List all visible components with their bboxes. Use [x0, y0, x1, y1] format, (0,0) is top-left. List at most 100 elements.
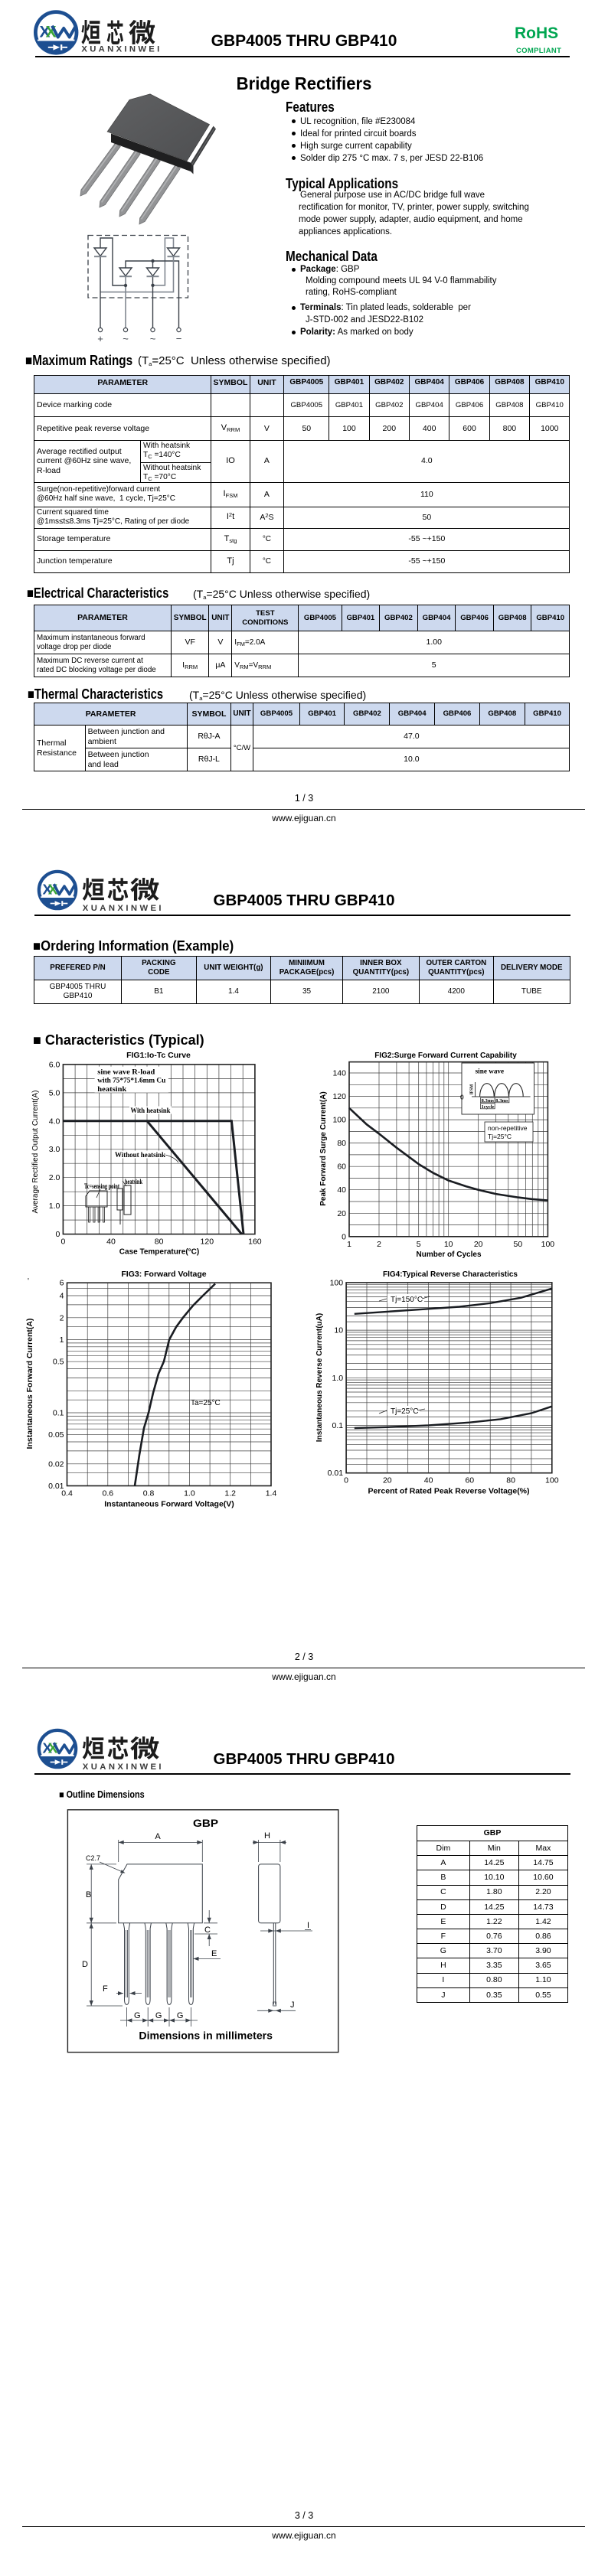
svg-text:10: 10: [444, 1240, 453, 1249]
svg-text:100: 100: [330, 1278, 344, 1287]
svg-text:10: 10: [334, 1326, 343, 1335]
svg-text:heatsink: heatsink: [97, 1086, 127, 1094]
svg-text:E: E: [211, 1949, 217, 1958]
svg-text:with 75*75*1.6mm Cu: with 75*75*1.6mm Cu: [97, 1078, 166, 1085]
svg-text:1.0: 1.0: [184, 1489, 195, 1498]
svg-text:non-repetitive: non-repetitive: [488, 1124, 528, 1132]
svg-text:Tj=25°C: Tj=25°C: [391, 1407, 419, 1416]
svg-text:C: C: [204, 1925, 211, 1935]
svg-text:0.01: 0.01: [48, 1482, 64, 1491]
svg-text:Without heatsink: Without heatsink: [115, 1152, 166, 1159]
svg-text:With heatsink: With heatsink: [131, 1107, 172, 1115]
svg-text:H: H: [264, 1831, 270, 1841]
svg-text:Percent of Rated Peak Reverse: Percent of Rated Peak Reverse Voltage(%): [368, 1487, 529, 1496]
svg-text:1: 1: [60, 1335, 64, 1345]
svg-text:40: 40: [337, 1185, 346, 1195]
svg-text:−: −: [176, 333, 182, 344]
svg-text:60: 60: [465, 1476, 474, 1485]
svg-text:~: ~: [150, 333, 156, 344]
svg-text:Ta=25°C: Ta=25°C: [191, 1399, 221, 1407]
svg-text:0.05: 0.05: [48, 1430, 64, 1440]
svg-text:G: G: [155, 2011, 162, 2020]
svg-text:0.1: 0.1: [332, 1421, 343, 1430]
svg-text:160: 160: [248, 1237, 262, 1247]
svg-text:80: 80: [337, 1139, 346, 1148]
svg-text:Peak Forward Surge Current(A): Peak Forward Surge Current(A): [319, 1091, 328, 1205]
svg-text:C2.7: C2.7: [86, 1854, 100, 1862]
svg-text:8.3ms: 8.3ms: [482, 1098, 495, 1104]
svg-text:Tj=25°C: Tj=25°C: [488, 1133, 512, 1140]
svg-text:1.4: 1.4: [266, 1489, 277, 1498]
svg-text:120: 120: [201, 1237, 214, 1247]
svg-text:Average Rectified Output Curre: Average Rectified Output Current(A): [31, 1090, 40, 1213]
svg-text:6: 6: [60, 1279, 64, 1288]
svg-text:Instantaneous Forward Voltage(: Instantaneous Forward Voltage(V): [104, 1500, 234, 1509]
svg-text:100: 100: [332, 1116, 346, 1125]
svg-text:1.2: 1.2: [224, 1489, 236, 1498]
svg-text:': ': [28, 1277, 29, 1286]
svg-text:XUANXINWEI: XUANXINWEI: [83, 904, 164, 913]
svg-text:0: 0: [342, 1232, 346, 1241]
svg-text:0: 0: [344, 1476, 348, 1485]
svg-text:140: 140: [332, 1069, 346, 1078]
svg-text:I: I: [307, 1921, 309, 1930]
svg-text:2: 2: [377, 1240, 381, 1249]
svg-text:Tj=150°C: Tj=150°C: [391, 1296, 423, 1304]
svg-text:GBP: GBP: [193, 1818, 218, 1829]
svg-text:4.0: 4.0: [49, 1117, 60, 1126]
svg-text:60: 60: [337, 1162, 346, 1172]
svg-text:0.01: 0.01: [328, 1469, 344, 1478]
svg-text:2: 2: [60, 1313, 64, 1322]
svg-text:5.0: 5.0: [49, 1088, 60, 1097]
svg-text:Case Temperature(°C): Case Temperature(°C): [119, 1248, 199, 1257]
svg-text:~: ~: [123, 333, 129, 344]
svg-text:Instantaneous Forward Current(: Instantaneous Forward Current(A): [25, 1319, 34, 1449]
svg-text:3.0: 3.0: [49, 1145, 60, 1154]
svg-text:40: 40: [106, 1237, 116, 1247]
svg-text:20: 20: [383, 1476, 392, 1485]
svg-text:100: 100: [545, 1476, 559, 1485]
svg-text:0: 0: [60, 1237, 65, 1247]
svg-text:4: 4: [60, 1292, 64, 1301]
svg-text:XUANXINWEI: XUANXINWEI: [81, 45, 162, 54]
svg-text:1.0: 1.0: [49, 1202, 60, 1211]
svg-text:Number of Cycles: Number of Cycles: [416, 1251, 481, 1259]
svg-text:FIG2:Surge Forward Current Cap: FIG2:Surge Forward Current Capability: [374, 1052, 517, 1060]
svg-text:1: 1: [347, 1240, 351, 1249]
svg-text:X: X: [42, 1740, 52, 1756]
svg-text:IFSM: IFSM: [470, 1084, 475, 1094]
svg-text:0.02: 0.02: [48, 1459, 64, 1469]
svg-text:0.8: 0.8: [143, 1489, 155, 1498]
svg-text:FIG3: Forward Voltage: FIG3: Forward Voltage: [121, 1270, 206, 1279]
svg-text:XUANXINWEI: XUANXINWEI: [83, 1762, 164, 1772]
svg-text:Instantaneous Reverse Current(: Instantaneous Reverse Current(uA): [315, 1313, 324, 1442]
svg-text:+: +: [97, 333, 103, 344]
svg-text:FIG1:Io-Tc Curve: FIG1:Io-Tc Curve: [126, 1051, 191, 1060]
svg-text:1.0: 1.0: [332, 1374, 343, 1383]
svg-text:1cycle: 1cycle: [482, 1104, 495, 1110]
svg-text:Dimensions in millimeters: Dimensions in millimeters: [139, 2030, 273, 2042]
svg-text:J: J: [290, 2000, 295, 2010]
svg-text:8.3ms: 8.3ms: [495, 1098, 508, 1104]
svg-text:0.5: 0.5: [53, 1358, 64, 1367]
svg-text:6.0: 6.0: [49, 1060, 60, 1069]
svg-text:120: 120: [332, 1092, 346, 1101]
svg-text:0.6: 0.6: [102, 1489, 113, 1498]
svg-text:X: X: [39, 24, 50, 41]
svg-text:0.1: 0.1: [53, 1409, 64, 1418]
svg-text:heatsink: heatsink: [125, 1179, 142, 1186]
svg-text:sine wave R-load: sine wave R-load: [97, 1069, 155, 1077]
svg-text:20: 20: [337, 1209, 346, 1218]
svg-text:X: X: [42, 882, 52, 898]
svg-text:50: 50: [514, 1240, 523, 1249]
svg-text:80: 80: [155, 1237, 164, 1247]
svg-text:D: D: [82, 1960, 88, 1969]
svg-text:G: G: [134, 2011, 141, 2020]
svg-text:40: 40: [424, 1476, 433, 1485]
svg-text:5: 5: [417, 1240, 421, 1249]
svg-text:G: G: [177, 2011, 184, 2020]
svg-text:20: 20: [474, 1240, 483, 1249]
svg-text:0.4: 0.4: [61, 1489, 73, 1498]
svg-text:Tc=sensing point: Tc=sensing point: [84, 1183, 120, 1191]
svg-text:2.0: 2.0: [49, 1173, 60, 1182]
